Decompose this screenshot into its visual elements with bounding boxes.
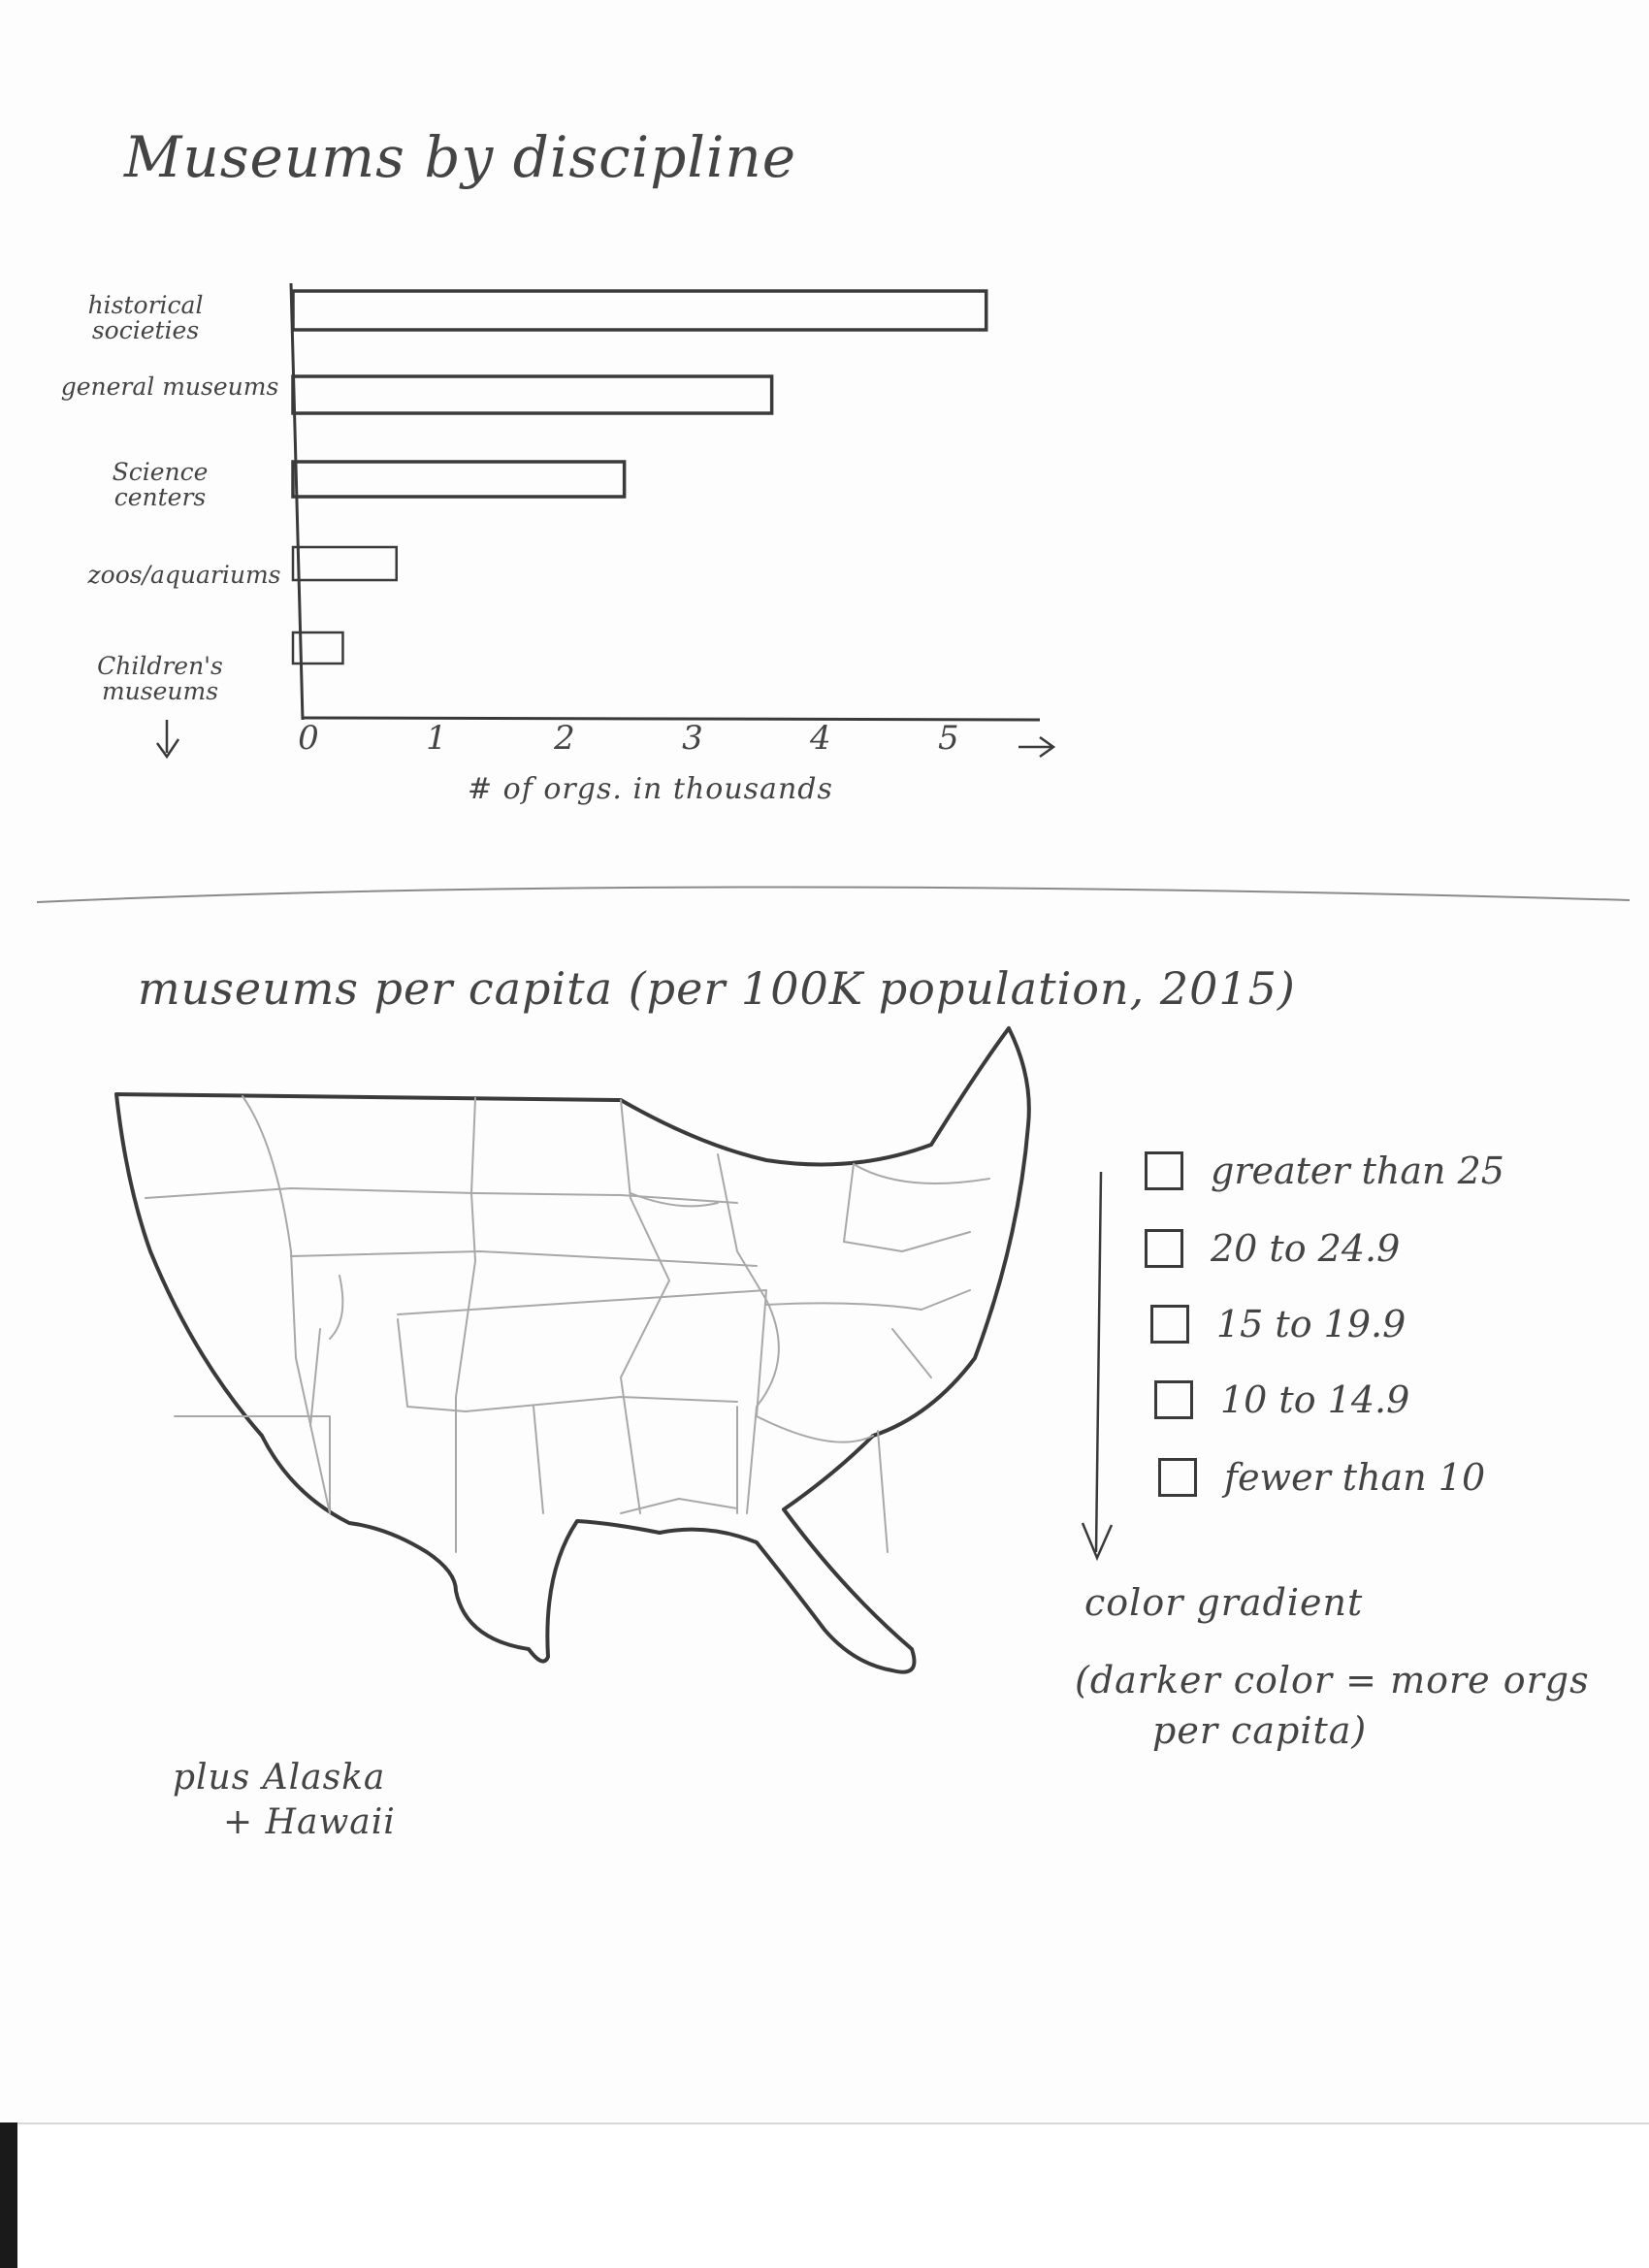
state-borders <box>145 1095 990 1553</box>
bar-x-axis-label: # of orgs. in thousands <box>468 772 833 806</box>
legend-swatch <box>1158 1458 1197 1497</box>
legend-label: greater than 25 <box>1211 1150 1504 1192</box>
legend-item: 20 to 24.9 <box>1145 1224 1400 1273</box>
bar-chart: 0 1 2 3 4 5 <box>155 282 1056 760</box>
bar-1 <box>291 374 774 415</box>
legend-item: 15 to 19.9 <box>1150 1300 1406 1348</box>
legend-swatch <box>1154 1380 1193 1419</box>
legend-label: fewer than 10 <box>1224 1456 1486 1499</box>
y-axis-arrow-icon <box>155 720 180 760</box>
bar-category-label: Science centers <box>112 458 209 511</box>
bar-x-axis <box>302 716 1041 722</box>
legend-swatch <box>1150 1305 1189 1344</box>
map-footnote: plus Alaska + Hawaii <box>173 1756 396 1845</box>
bar-category-label: Children's museums <box>97 652 223 705</box>
map-footnote-line2: + Hawaii <box>223 1802 396 1842</box>
legend-item: 10 to 14.9 <box>1154 1376 1409 1424</box>
x-tick-label: 0 <box>298 719 319 758</box>
legend-gradient-arrow <box>1081 1171 1114 1562</box>
legend-note-line1: color gradient <box>1084 1581 1364 1624</box>
x-tick-label: 1 <box>426 719 447 758</box>
bar-4 <box>291 631 344 665</box>
legend-label: 10 to 14.9 <box>1220 1378 1410 1421</box>
scan-border <box>0 2122 17 2268</box>
x-tick-label: 5 <box>938 719 959 758</box>
bar-category-label: general museums <box>60 373 279 401</box>
legend-swatch <box>1145 1229 1183 1268</box>
legend-label: 15 to 19.9 <box>1216 1303 1406 1345</box>
scan-edge <box>17 2122 1649 2124</box>
bar-0 <box>291 289 988 332</box>
bar-3 <box>291 545 398 582</box>
legend-note-line2: (darker color = more orgs <box>1075 1659 1590 1701</box>
bar-chart-title: Museums by discipline <box>124 124 797 190</box>
bar-category-label: zoos/aquariums <box>87 561 281 589</box>
bar-y-axis <box>289 282 305 721</box>
us-map <box>114 1026 1031 1674</box>
map-footnote-line1: plus Alaska <box>173 1758 386 1798</box>
us-map-outline <box>114 1026 1031 1674</box>
x-tick-label: 2 <box>553 719 575 758</box>
sketch-canvas: 0 1 2 3 4 5 <box>36 282 1631 1674</box>
sketch-paper <box>0 0 1649 2122</box>
legend-item: greater than 25 <box>1145 1147 1504 1195</box>
legend-swatch <box>1145 1151 1183 1190</box>
x-axis-arrow-icon <box>1018 735 1056 759</box>
legend-note-line3: per capita) <box>1152 1709 1368 1752</box>
map-chart-title: museums per capita (per 100K population,… <box>138 962 1296 1015</box>
x-tick-label: 3 <box>682 719 703 758</box>
bar-2 <box>291 460 627 499</box>
legend-item: fewer than 10 <box>1158 1453 1485 1502</box>
x-tick-label: 4 <box>809 719 831 758</box>
section-divider <box>36 886 1631 903</box>
bar-category-label: historical societies <box>87 291 204 344</box>
legend-label: 20 to 24.9 <box>1211 1227 1401 1270</box>
